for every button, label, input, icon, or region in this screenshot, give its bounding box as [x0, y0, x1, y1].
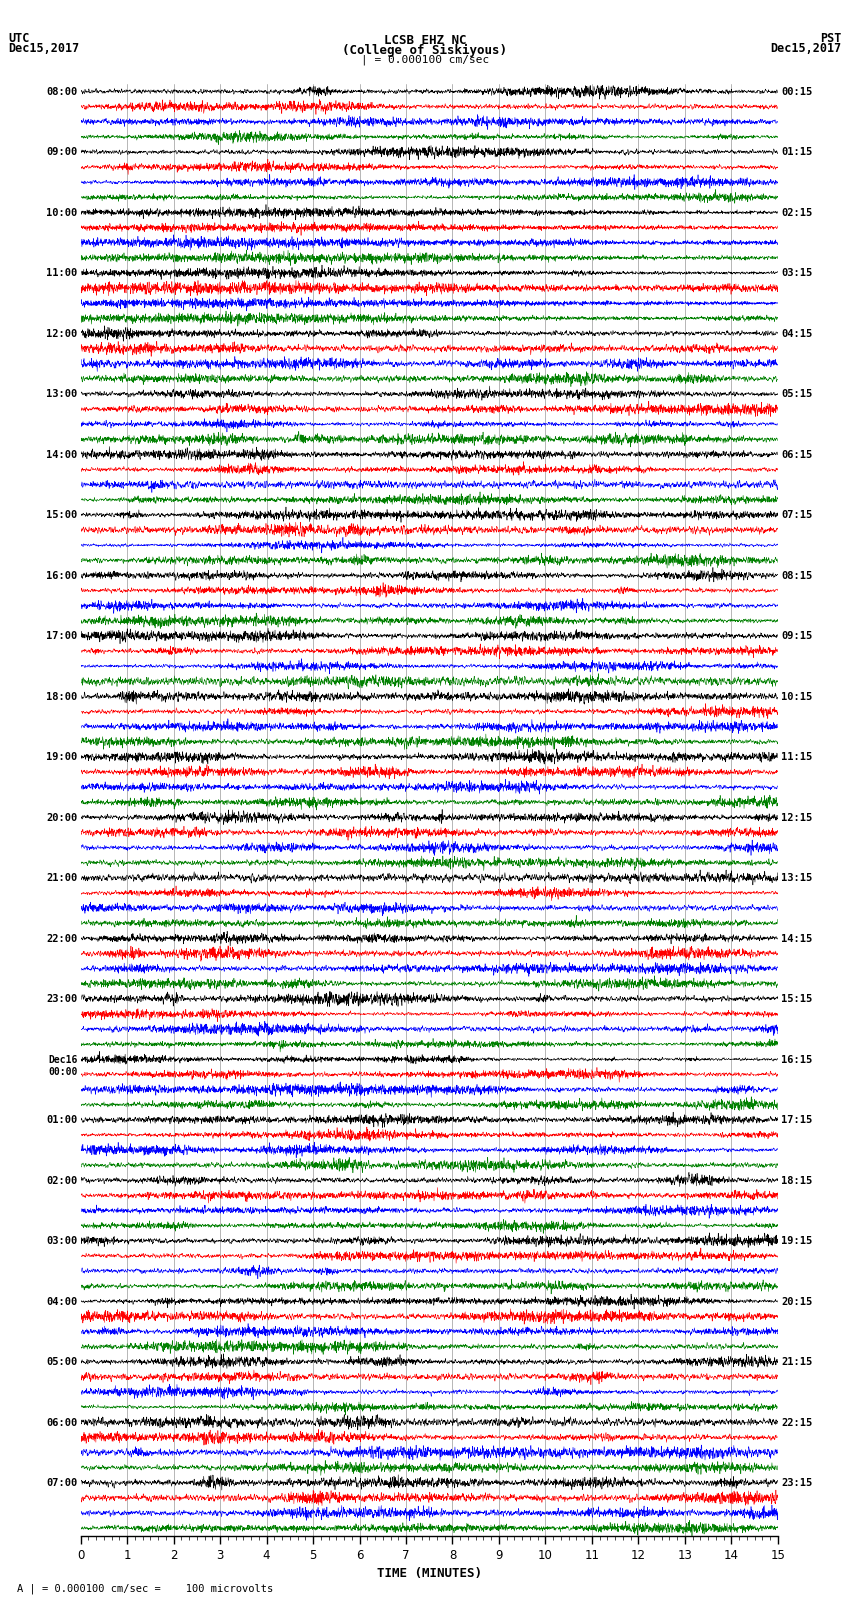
- Text: 15:15: 15:15: [781, 994, 813, 1005]
- Text: Dec15,2017: Dec15,2017: [770, 42, 842, 55]
- Text: 18:00: 18:00: [46, 692, 77, 702]
- Text: 20:00: 20:00: [46, 813, 77, 823]
- Text: 07:15: 07:15: [781, 510, 813, 521]
- Text: 13:15: 13:15: [781, 873, 813, 884]
- Text: 10:15: 10:15: [781, 692, 813, 702]
- Text: | = 0.000100 cm/sec: | = 0.000100 cm/sec: [361, 55, 489, 66]
- Text: 09:15: 09:15: [781, 631, 813, 642]
- Text: 11:00: 11:00: [46, 268, 77, 279]
- Text: 19:15: 19:15: [781, 1236, 813, 1247]
- Text: 20:15: 20:15: [781, 1297, 813, 1307]
- Text: 13:00: 13:00: [46, 389, 77, 400]
- Text: 03:00: 03:00: [46, 1236, 77, 1247]
- Text: 14:15: 14:15: [781, 934, 813, 944]
- Text: 07:00: 07:00: [46, 1478, 77, 1489]
- Text: 21:15: 21:15: [781, 1357, 813, 1368]
- Text: Dec15,2017: Dec15,2017: [8, 42, 80, 55]
- Text: 17:00: 17:00: [46, 631, 77, 642]
- Text: 04:00: 04:00: [46, 1297, 77, 1307]
- Text: 17:15: 17:15: [781, 1115, 813, 1126]
- Text: 22:15: 22:15: [781, 1418, 813, 1428]
- Text: 08:15: 08:15: [781, 571, 813, 581]
- Text: LCSB EHZ NC: LCSB EHZ NC: [383, 34, 467, 47]
- Text: 16:15: 16:15: [781, 1055, 813, 1065]
- Text: (College of Siskiyous): (College of Siskiyous): [343, 44, 507, 56]
- Text: 01:00: 01:00: [46, 1115, 77, 1126]
- Text: 21:00: 21:00: [46, 873, 77, 884]
- Text: A | = 0.000100 cm/sec =    100 microvolts: A | = 0.000100 cm/sec = 100 microvolts: [17, 1582, 273, 1594]
- Text: 09:00: 09:00: [46, 147, 77, 158]
- Text: 05:15: 05:15: [781, 389, 813, 400]
- Text: 06:00: 06:00: [46, 1418, 77, 1428]
- Text: 00:00: 00:00: [48, 1066, 77, 1077]
- Text: 19:00: 19:00: [46, 752, 77, 763]
- Text: 22:00: 22:00: [46, 934, 77, 944]
- Text: 02:00: 02:00: [46, 1176, 77, 1186]
- Text: 23:00: 23:00: [46, 994, 77, 1005]
- Text: 00:15: 00:15: [781, 87, 813, 97]
- Text: 11:15: 11:15: [781, 752, 813, 763]
- Text: 12:15: 12:15: [781, 813, 813, 823]
- Text: PST: PST: [820, 32, 842, 45]
- Text: 08:00: 08:00: [46, 87, 77, 97]
- Text: 18:15: 18:15: [781, 1176, 813, 1186]
- Text: 04:15: 04:15: [781, 329, 813, 339]
- Text: 06:15: 06:15: [781, 450, 813, 460]
- X-axis label: TIME (MINUTES): TIME (MINUTES): [377, 1568, 482, 1581]
- Text: 16:00: 16:00: [46, 571, 77, 581]
- Text: UTC: UTC: [8, 32, 30, 45]
- Text: 02:15: 02:15: [781, 208, 813, 218]
- Text: 12:00: 12:00: [46, 329, 77, 339]
- Text: 03:15: 03:15: [781, 268, 813, 279]
- Text: 23:15: 23:15: [781, 1478, 813, 1489]
- Text: 15:00: 15:00: [46, 510, 77, 521]
- Text: 14:00: 14:00: [46, 450, 77, 460]
- Text: 01:15: 01:15: [781, 147, 813, 158]
- Text: 05:00: 05:00: [46, 1357, 77, 1368]
- Text: 10:00: 10:00: [46, 208, 77, 218]
- Text: Dec16: Dec16: [48, 1055, 77, 1065]
